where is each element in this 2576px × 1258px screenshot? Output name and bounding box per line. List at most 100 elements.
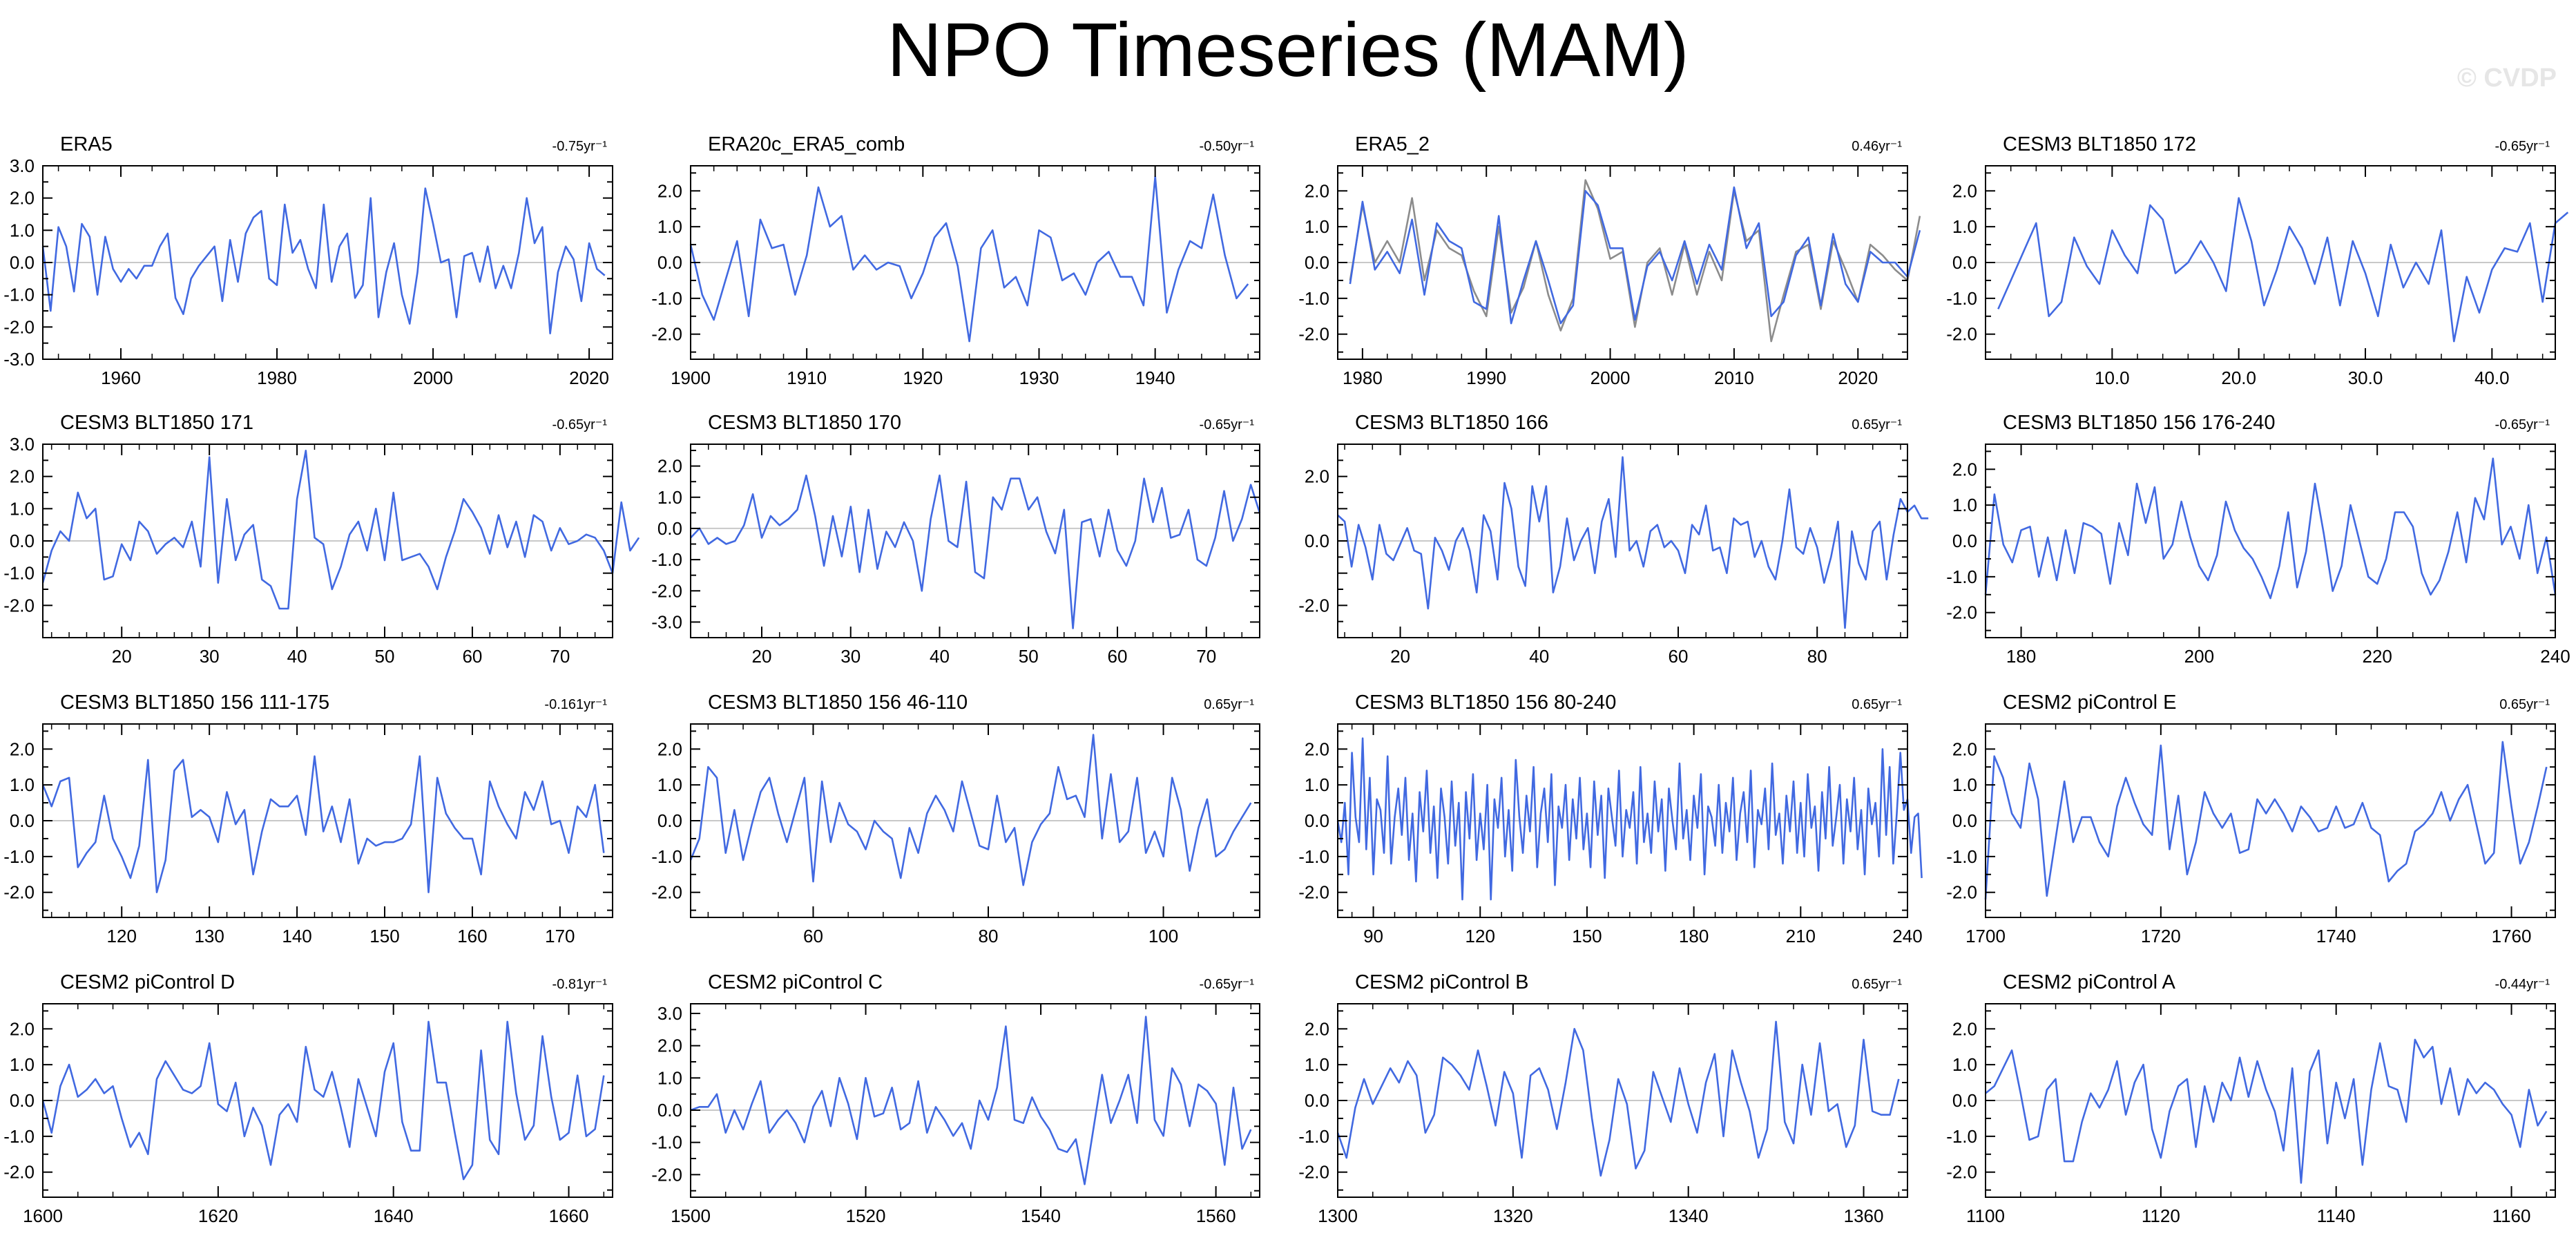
y-tick-label: 2.0: [10, 188, 35, 209]
y-tick-label: 1.0: [1952, 1054, 1977, 1075]
y-tick-label: 1.0: [1952, 774, 1977, 795]
panel-title: CESM3 BLT1850 170: [708, 412, 901, 434]
y-tick-label: 1.0: [1305, 1054, 1329, 1075]
x-tick-label: 30: [840, 646, 861, 667]
x-tick-label: 40: [1529, 646, 1549, 667]
y-tick-label: -2.0: [651, 882, 682, 903]
y-tick-label: -1.0: [1946, 566, 1977, 587]
series-line-0: [41, 449, 640, 610]
y-tick-label: 1.0: [657, 216, 682, 237]
x-tick-label: 1720: [2141, 926, 2181, 946]
cvdp-watermark: © CVDP: [2457, 64, 2557, 93]
panel-title: CESM2 piControl D: [60, 971, 235, 993]
x-tick-label: 1980: [1343, 368, 1383, 388]
x-tick-label: 180: [1679, 926, 1709, 946]
x-tick-label: 60: [462, 646, 482, 667]
y-tick-label: 0.0: [1952, 1090, 1977, 1111]
y-tick-label: -1.0: [3, 563, 35, 584]
y-tick-label: -1.0: [1298, 846, 1329, 867]
figure-title: NPO Timeseries (MAM): [887, 8, 1689, 93]
x-tick-label: 2010: [1714, 368, 1754, 388]
x-tick-label: 1920: [903, 368, 943, 388]
panel-trend: -0.161yr⁻¹: [544, 697, 607, 712]
x-tick-label: 80: [1807, 646, 1827, 667]
x-tick-label: 200: [2184, 646, 2214, 667]
x-tick-label: 60: [1669, 646, 1689, 667]
panel-title: ERA20c_ERA5_comb: [708, 133, 905, 155]
y-tick-label: 1.0: [10, 1054, 35, 1075]
y-tick-label: -2.0: [3, 595, 35, 616]
y-tick-label: 2.0: [657, 1036, 682, 1056]
panel-10: 2.0 1.0 0.0 -1.0 -2.0 90 120 150 180 210 240 CESM3 …: [1298, 692, 1923, 946]
x-tick-label: 1760: [2492, 926, 2532, 946]
panel-trend: -0.50yr⁻¹: [1200, 139, 1255, 154]
x-tick-label: 1740: [2316, 926, 2356, 946]
panel-title: CESM3 BLT1850 156 111-175: [60, 692, 329, 714]
x-tick-label: 1540: [1021, 1205, 1061, 1226]
y-tick-label: -1.0: [1298, 1126, 1329, 1147]
panel-title: CESM3 BLT1850 172: [2003, 133, 2196, 155]
x-tick-label: 1640: [374, 1205, 414, 1226]
y-tick-label: 0.0: [657, 518, 682, 539]
y-tick-label: 0.0: [10, 531, 35, 551]
y-tick-label: 0.0: [1952, 531, 1977, 551]
y-tick-label: 1.0: [657, 774, 682, 795]
y-tick-label: -1.0: [1946, 288, 1977, 309]
x-tick-label: 1520: [846, 1205, 886, 1226]
y-tick-label: 0.0: [1305, 1090, 1329, 1111]
panel-trend: -0.65yr⁻¹: [1200, 417, 1255, 432]
series-line-0: [690, 1016, 1252, 1185]
panel-trend: 0.65yr⁻¹: [2499, 697, 2550, 712]
y-tick-label: 0.0: [1305, 252, 1329, 273]
x-tick-label: 170: [545, 926, 575, 946]
panel-6: 2.0 0.0 -2.0 20 40 60 80 CESM3 BLT1850 166 0.65y…: [1298, 412, 1929, 667]
x-tick-label: 1160: [2492, 1205, 2531, 1226]
x-tick-label: 1990: [1466, 368, 1506, 388]
y-tick-label: 0.0: [10, 1090, 35, 1111]
x-tick-label: 210: [1786, 926, 1816, 946]
y-tick-label: 0.0: [10, 810, 35, 831]
x-tick-label: 90: [1363, 926, 1383, 946]
x-tick-label: 70: [1196, 646, 1216, 667]
x-tick-label: 120: [107, 926, 137, 946]
y-tick-label: -2.0: [1298, 1162, 1329, 1183]
series-line-0: [690, 474, 1261, 629]
y-tick-label: -3.0: [651, 611, 682, 632]
y-tick-label: 2.0: [657, 180, 682, 201]
y-tick-label: 1.0: [657, 487, 682, 508]
y-tick-label: 1.0: [10, 498, 35, 519]
x-tick-label: 1140: [2317, 1205, 2356, 1226]
x-tick-label: 20.0: [2221, 368, 2256, 388]
x-tick-label: 20: [1390, 646, 1410, 667]
panel-0: 3.0 2.0 1.0 0.0 -1.0 -2.0 -3.0 1960 1980 2000 2020…: [3, 133, 613, 388]
x-tick-label: 40: [287, 646, 307, 667]
panel-trend: -0.65yr⁻¹: [552, 417, 608, 432]
x-tick-label: 2020: [569, 368, 609, 388]
y-tick-label: -2.0: [651, 324, 682, 345]
x-tick-label: 2000: [413, 368, 453, 388]
x-tick-label: 100: [1148, 926, 1178, 946]
y-tick-label: 1.0: [1952, 216, 1977, 237]
x-tick-label: 130: [194, 926, 224, 946]
y-tick-label: -2.0: [1946, 324, 1977, 345]
y-tick-label: -2.0: [1946, 602, 1977, 623]
x-tick-label: 1300: [1318, 1205, 1358, 1226]
panel-title: CESM3 BLT1850 166: [1355, 412, 1548, 434]
y-tick-label: -1.0: [651, 1132, 682, 1153]
panel-15: 2.0 1.0 0.0 -1.0 -2.0 1100 1120 1140 1160 CESM2 p…: [1946, 971, 2556, 1226]
series-line-0: [1997, 197, 2569, 343]
panel-trend: -0.65yr⁻¹: [2495, 139, 2550, 154]
y-tick-label: 0.0: [657, 1100, 682, 1121]
panel-title: ERA5_2: [1355, 133, 1430, 155]
y-tick-label: -1.0: [651, 846, 682, 867]
x-tick-label: 1900: [671, 368, 711, 388]
series-line-0: [689, 734, 1252, 886]
panel-frame: [690, 1003, 1260, 1198]
panel-title: CESM3 BLT1850 171: [60, 412, 253, 434]
panel-7: 2.0 1.0 0.0 -1.0 -2.0 180 200 220 240 CESM3 BLT18…: [1946, 412, 2570, 667]
x-tick-label: 1320: [1493, 1205, 1533, 1226]
y-tick-label: 2.0: [1305, 1018, 1329, 1039]
y-tick-label: -2.0: [1298, 324, 1329, 345]
y-tick-label: 1.0: [10, 774, 35, 795]
